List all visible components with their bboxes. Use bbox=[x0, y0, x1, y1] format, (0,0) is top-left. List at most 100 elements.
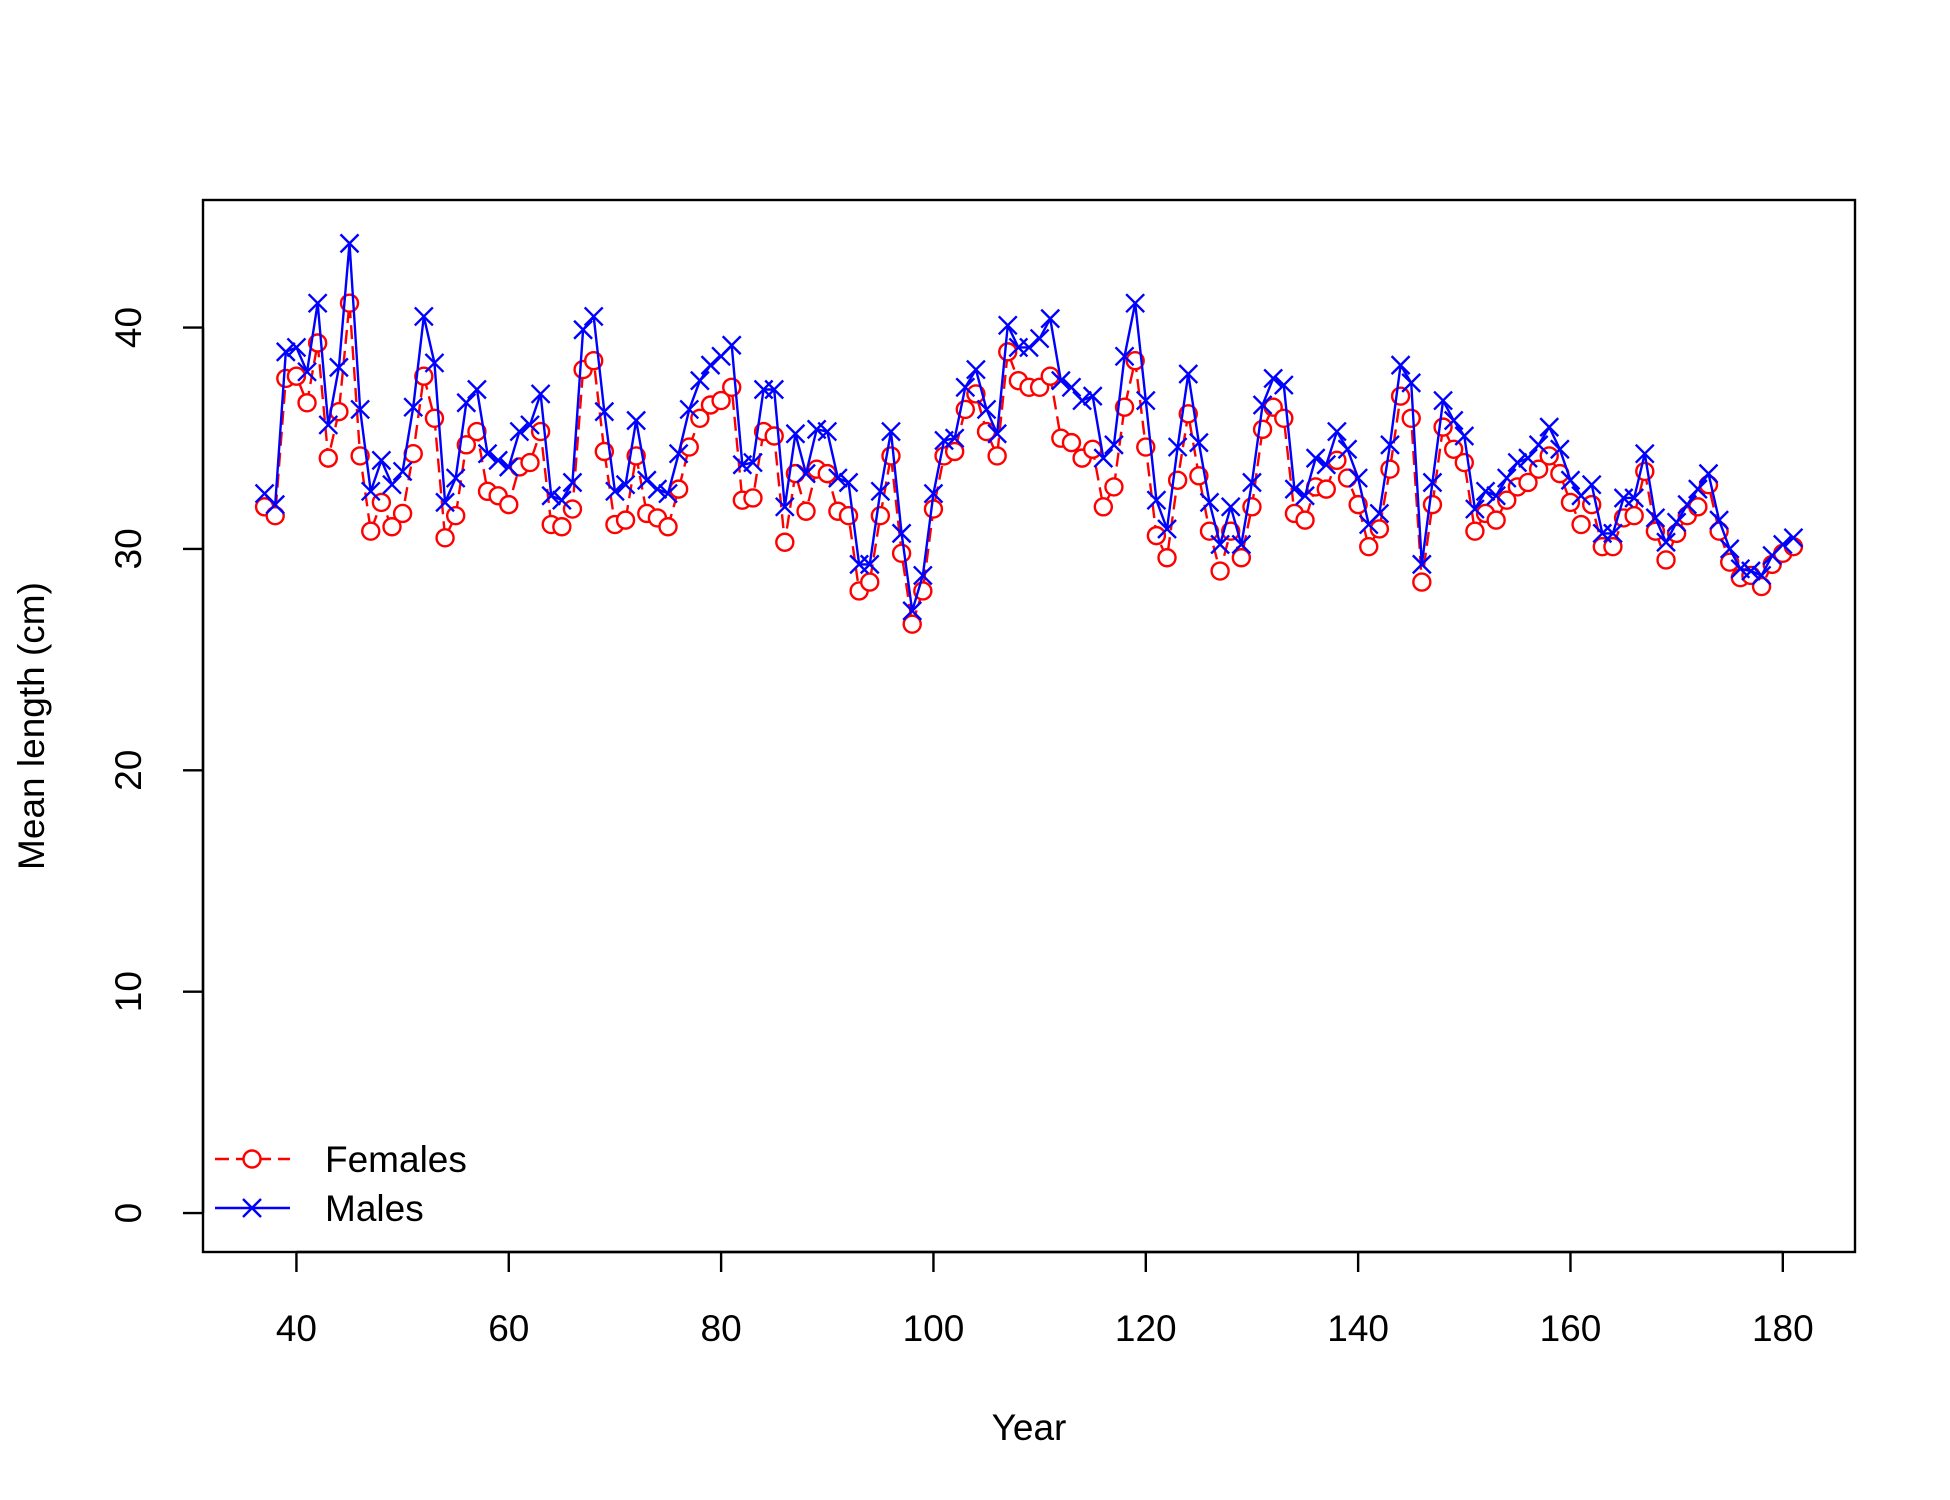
data-point bbox=[1380, 459, 1400, 479]
data-point bbox=[1719, 539, 1740, 559]
data-point bbox=[711, 390, 731, 411]
data-point bbox=[1422, 472, 1443, 493]
data-point bbox=[297, 393, 317, 413]
data-point bbox=[1072, 390, 1092, 411]
legend-label: Males bbox=[325, 1188, 424, 1229]
data-point bbox=[1497, 490, 1517, 510]
data-point bbox=[265, 505, 285, 526]
data-point bbox=[700, 355, 721, 375]
data-point bbox=[1560, 470, 1581, 491]
data-point bbox=[286, 366, 307, 386]
data-point bbox=[1114, 397, 1135, 417]
data-point bbox=[1348, 468, 1368, 488]
data-point bbox=[1316, 454, 1337, 475]
data-point bbox=[1709, 510, 1729, 530]
data-point bbox=[891, 543, 912, 564]
data-point bbox=[1624, 505, 1644, 526]
data-point bbox=[1337, 468, 1358, 488]
data-point bbox=[530, 421, 551, 442]
data-point bbox=[658, 517, 678, 537]
y-tick-label: 30 bbox=[108, 528, 149, 569]
data-point bbox=[1157, 548, 1177, 568]
data-point bbox=[817, 421, 838, 442]
data-point bbox=[1741, 561, 1761, 581]
data-point bbox=[1029, 328, 1050, 349]
data-point bbox=[1146, 490, 1167, 511]
data-point bbox=[860, 572, 880, 592]
data-point bbox=[392, 461, 413, 482]
data-point bbox=[361, 521, 381, 541]
data-point bbox=[668, 443, 689, 464]
data-point bbox=[445, 468, 466, 488]
data-point bbox=[987, 423, 1007, 444]
data-point bbox=[1634, 443, 1655, 464]
data-point bbox=[1146, 525, 1167, 546]
data-point bbox=[318, 448, 338, 468]
data-point bbox=[467, 379, 487, 400]
data-point bbox=[1539, 417, 1560, 437]
data-point bbox=[1242, 472, 1262, 493]
series-females bbox=[254, 293, 1804, 634]
data-point bbox=[1772, 534, 1793, 555]
x-tick-label: 120 bbox=[1115, 1308, 1177, 1349]
data-point bbox=[1178, 364, 1199, 384]
data-point bbox=[764, 379, 785, 400]
data-point bbox=[1114, 346, 1135, 367]
data-point bbox=[902, 614, 922, 634]
data-point bbox=[499, 494, 519, 515]
data-point bbox=[414, 366, 434, 386]
data-point bbox=[1507, 452, 1528, 473]
data-point bbox=[350, 446, 370, 466]
y-tick-label: 10 bbox=[108, 971, 149, 1012]
legend-label: Females bbox=[325, 1139, 467, 1180]
data-point bbox=[721, 335, 742, 356]
data-point bbox=[1486, 510, 1506, 530]
data-point bbox=[1603, 536, 1623, 557]
data-point bbox=[1645, 508, 1666, 528]
data-point bbox=[413, 306, 434, 327]
data-point bbox=[1656, 550, 1676, 570]
data-point bbox=[1698, 463, 1719, 484]
data-point bbox=[445, 505, 466, 526]
data-point bbox=[923, 483, 944, 504]
legend-item-males: Males bbox=[215, 1188, 424, 1229]
data-point bbox=[1475, 481, 1496, 502]
data-point bbox=[1465, 499, 1485, 519]
data-point bbox=[1518, 448, 1538, 468]
data-point bbox=[1157, 519, 1177, 539]
series-layer bbox=[254, 233, 1804, 634]
y-tick-label: 0 bbox=[108, 1203, 149, 1224]
data-point bbox=[615, 474, 636, 495]
data-point bbox=[1125, 293, 1146, 314]
x-tick-label: 140 bbox=[1327, 1308, 1389, 1349]
data-point bbox=[467, 421, 487, 442]
data-point bbox=[1295, 510, 1315, 530]
data-point bbox=[392, 503, 413, 524]
data-point bbox=[1688, 479, 1708, 499]
data-point bbox=[1390, 355, 1411, 375]
data-point bbox=[998, 342, 1018, 362]
data-point bbox=[1040, 308, 1061, 329]
data-point bbox=[1666, 512, 1687, 533]
data-point bbox=[1401, 373, 1422, 393]
data-point bbox=[1560, 492, 1581, 513]
data-point bbox=[1443, 410, 1464, 431]
data-point bbox=[891, 523, 912, 544]
data-point bbox=[1231, 548, 1252, 568]
y-tick-label: 40 bbox=[108, 307, 149, 348]
data-point bbox=[520, 415, 540, 435]
data-point bbox=[764, 426, 784, 446]
data-point bbox=[785, 423, 806, 444]
data-point bbox=[976, 399, 997, 420]
y-axis: 0 10 20 30 40 bbox=[108, 307, 205, 1224]
series-line bbox=[263, 242, 1795, 613]
data-point bbox=[371, 450, 392, 471]
data-point bbox=[944, 428, 965, 449]
data-point bbox=[796, 463, 816, 484]
data-point bbox=[1083, 439, 1103, 459]
data-point bbox=[1093, 497, 1114, 517]
data-point bbox=[1369, 519, 1390, 539]
data-point bbox=[1422, 494, 1443, 515]
data-point bbox=[562, 499, 583, 519]
data-point bbox=[498, 457, 519, 477]
